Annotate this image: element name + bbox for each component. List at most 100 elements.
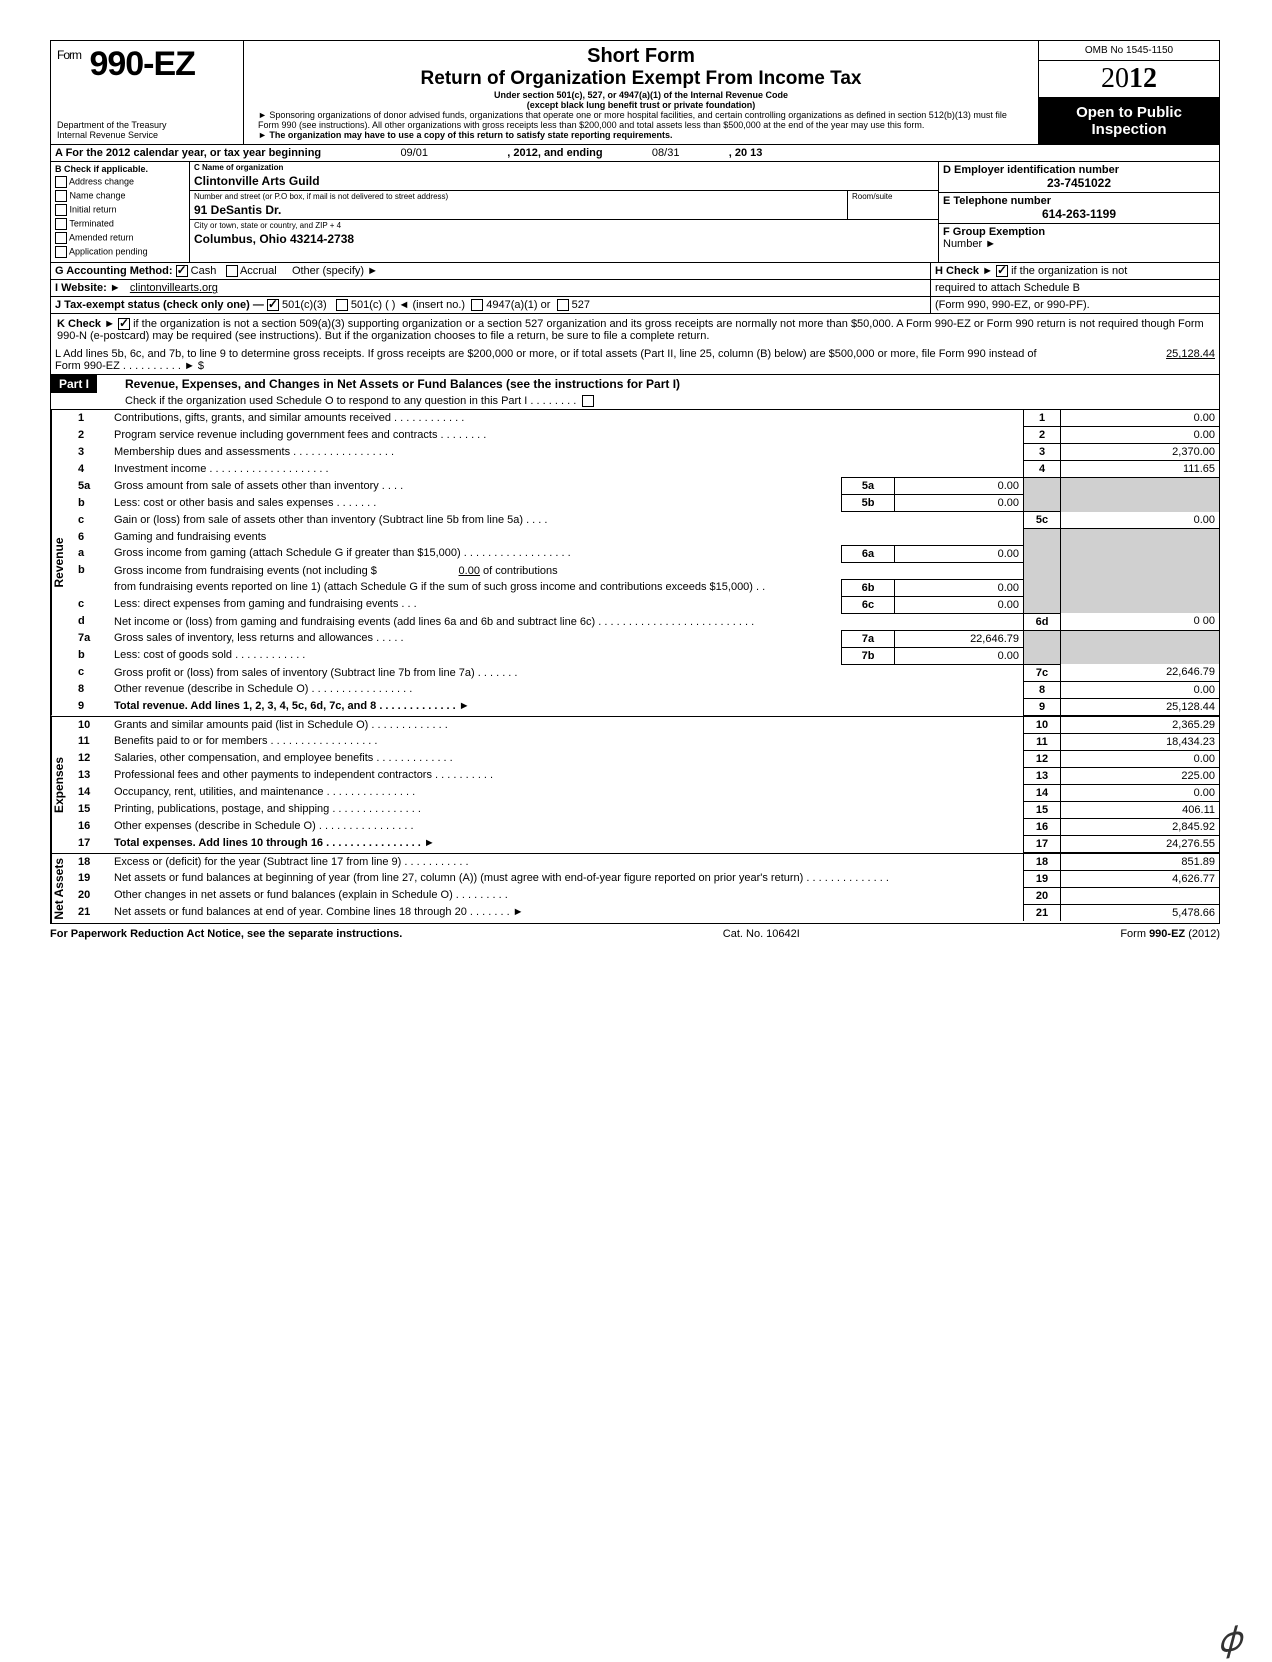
line6b-amt: 0.00 xyxy=(895,579,1024,596)
line5a-amt: 0.00 xyxy=(895,478,1024,495)
j-a1: 4947(a)(1) or xyxy=(486,299,550,311)
line15-desc: Printing, publications, postage, and shi… xyxy=(110,801,1024,818)
l-text: L Add lines 5b, 6c, and 7b, to line 9 to… xyxy=(55,348,1037,372)
cb-pending[interactable] xyxy=(55,246,67,258)
line3-desc: Membership dues and assessments . . . . … xyxy=(110,444,1024,461)
b-addr: Address change xyxy=(69,176,134,186)
line7b-desc: Less: cost of goods sold . . . . . . . .… xyxy=(110,647,842,664)
line1-amt: 0.00 xyxy=(1061,410,1220,427)
cb-cash[interactable] xyxy=(176,265,188,277)
c-addr-label: Number and street (or P.O box, if mail i… xyxy=(190,191,847,202)
handwritten-mark: 𝜙 xyxy=(1215,1619,1245,1662)
line6b-post: of contributions xyxy=(483,565,558,577)
line12-amt: 0.00 xyxy=(1061,750,1220,767)
subtitle-1: Under section 501(c), 527, or 4947(a)(1)… xyxy=(252,90,1030,100)
footer-right: Form 990-EZ (2012) xyxy=(1120,928,1220,940)
a-mid: , 2012, and ending xyxy=(507,147,602,159)
ein: 23-7451022 xyxy=(943,176,1215,190)
j-527: 527 xyxy=(572,299,590,311)
line4-desc: Investment income . . . . . . . . . . . … xyxy=(110,461,1024,478)
cb-amended[interactable] xyxy=(55,232,67,244)
line5a-desc: Gross amount from sale of assets other t… xyxy=(110,478,842,495)
cb-initial[interactable] xyxy=(55,204,67,216)
j-c3: 501(c)(3) xyxy=(282,299,327,311)
line6a-amt: 0.00 xyxy=(895,545,1024,562)
dept-irs: Internal Revenue Service xyxy=(57,130,158,140)
cb-4947[interactable] xyxy=(471,299,483,311)
row-a: A For the 2012 calendar year, or tax yea… xyxy=(51,145,1219,162)
sidebar-revenue: Revenue xyxy=(51,410,74,716)
line11-desc: Benefits paid to or for members . . . . … xyxy=(110,733,1024,750)
g-other: Other (specify) ► xyxy=(292,265,378,277)
b-terminated: Terminated xyxy=(69,218,114,228)
footer: For Paperwork Reduction Act Notice, see … xyxy=(50,924,1220,944)
line11-amt: 18,434.23 xyxy=(1061,733,1220,750)
c-label: C Name of organization xyxy=(190,162,938,173)
website: clintonvillearts.org xyxy=(130,282,218,294)
subtitle-2: (except black lung benefit trust or priv… xyxy=(252,100,1030,110)
short-form-title: Short Form xyxy=(252,45,1030,68)
line5c-amt: 0.00 xyxy=(1061,512,1220,529)
cb-527[interactable] xyxy=(557,299,569,311)
h-line1b: if the organization is not xyxy=(1011,265,1127,277)
line9-amt: 25,128.44 xyxy=(1061,698,1220,715)
c-room-label: Room/suite xyxy=(848,191,938,202)
cb-name-change[interactable] xyxy=(55,190,67,202)
row-i: I Website: ► clintonvillearts.org requir… xyxy=(51,280,1219,297)
cb-schedO[interactable] xyxy=(582,395,594,407)
line16-desc: Other expenses (describe in Schedule O) … xyxy=(110,818,1024,835)
cb-terminated[interactable] xyxy=(55,218,67,230)
cb-addr-change[interactable] xyxy=(55,176,67,188)
cb-accrual[interactable] xyxy=(226,265,238,277)
part1-header-row: Part I Revenue, Expenses, and Changes in… xyxy=(51,375,1219,410)
subtitle-4: ► The organization may have to use a cop… xyxy=(252,130,1030,140)
cb-k[interactable] xyxy=(118,318,130,330)
line7c-amt: 22,646.79 xyxy=(1061,664,1220,681)
f-label2: Number ► xyxy=(943,238,996,250)
phone: 614-263-1199 xyxy=(943,207,1215,221)
line19-amt: 4,626.77 xyxy=(1061,870,1220,887)
line2-desc: Program service revenue including govern… xyxy=(110,427,1024,444)
line13-desc: Professional fees and other payments to … xyxy=(110,767,1024,784)
open-public-1: Open to Public xyxy=(1076,104,1182,121)
b-name: Name change xyxy=(70,190,126,200)
g-cash: Cash xyxy=(191,265,217,277)
line6a-desc: Gross income from gaming (attach Schedul… xyxy=(110,545,842,562)
line6b-pre: Gross income from fundraising events (no… xyxy=(114,565,377,577)
sidebar-netassets: Net Assets xyxy=(51,854,74,924)
org-city: Columbus, Ohio 43214-2738 xyxy=(190,231,938,248)
footer-mid: Cat. No. 10642I xyxy=(723,928,800,940)
cb-501c[interactable] xyxy=(336,299,348,311)
j-c: 501(c) ( ) ◄ (insert no.) xyxy=(351,299,465,311)
line1-desc: Contributions, gifts, grants, and simila… xyxy=(110,410,1024,427)
b-pending: Application pending xyxy=(69,246,148,256)
open-public-2: Inspection xyxy=(1091,121,1166,138)
g-accrual: Accrual xyxy=(240,265,277,277)
g-label: G Accounting Method: xyxy=(55,265,173,277)
line7b-amt: 0.00 xyxy=(895,647,1024,664)
bcdef-block: B Check if applicable. Address change Na… xyxy=(51,162,1219,262)
line7c-desc: Gross profit or (loss) from sales of inv… xyxy=(110,664,1024,681)
part1-schedO: Check if the organization used Schedule … xyxy=(125,395,576,407)
k-text: if the organization is not a section 509… xyxy=(57,318,1204,342)
org-addr: 91 DeSantis Dr. xyxy=(190,202,847,219)
line6c-amt: 0.00 xyxy=(895,596,1024,613)
line5b-desc: Less: cost or other basis and sales expe… xyxy=(110,495,842,512)
expenses-section: Expenses 10Grants and similar amounts pa… xyxy=(51,717,1219,854)
line2-amt: 0.00 xyxy=(1061,427,1220,444)
line17-amt: 24,276.55 xyxy=(1061,835,1220,852)
footer-left: For Paperwork Reduction Act Notice, see … xyxy=(50,928,402,940)
line5c-desc: Gain or (loss) from sale of assets other… xyxy=(110,512,1024,529)
cb-501c3[interactable] xyxy=(267,299,279,311)
line21-amt: 5,478.66 xyxy=(1061,904,1220,921)
line4-amt: 111.65 xyxy=(1061,461,1220,478)
b-amended: Amended return xyxy=(69,232,134,242)
subtitle-3: ► Sponsoring organizations of donor advi… xyxy=(252,110,1030,130)
line12-desc: Salaries, other compensation, and employ… xyxy=(110,750,1024,767)
line18-desc: Excess or (deficit) for the year (Subtra… xyxy=(110,854,1024,871)
line9-desc: Total revenue. Add lines 1, 2, 3, 4, 5c,… xyxy=(110,698,1024,715)
form-990ez: Form 990-EZ Department of the Treasury I… xyxy=(50,40,1220,924)
return-title: Return of Organization Exempt From Incom… xyxy=(252,68,1030,90)
line5b-amt: 0.00 xyxy=(895,495,1024,512)
cb-h[interactable] xyxy=(996,265,1008,277)
